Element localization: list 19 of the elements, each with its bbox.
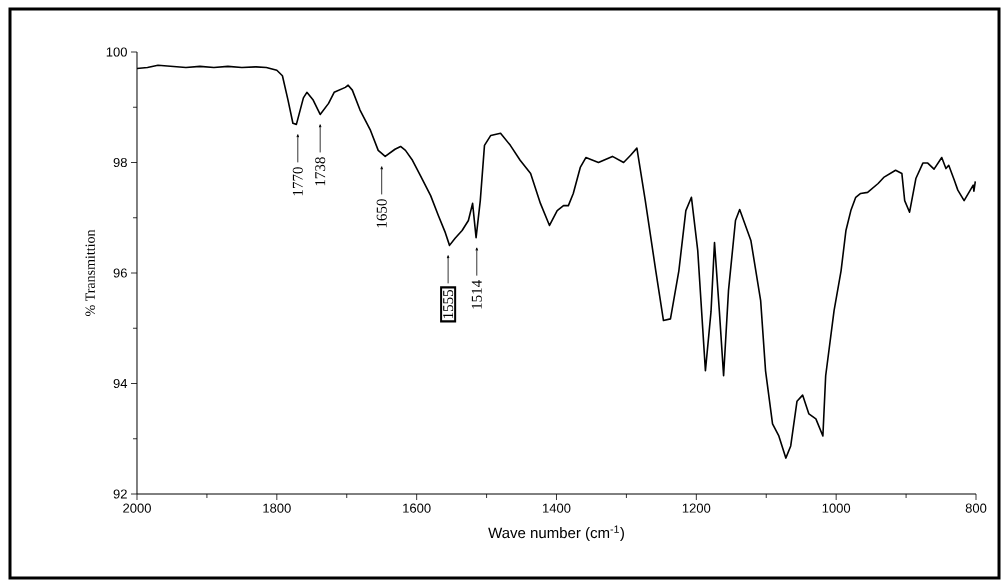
- x-axis-title: Wave number (cm$^{-1}$): [488, 525, 624, 542]
- annotation: 1514: [471, 280, 482, 309]
- x-tick-label: 1400: [543, 503, 571, 513]
- y-tick-label: 96: [113, 268, 127, 278]
- x-tick-label: 1000: [822, 503, 851, 513]
- y-tick-label: 100: [106, 47, 127, 57]
- x-tick-label: 1200: [682, 503, 711, 513]
- x-tick-label: 800: [965, 503, 987, 513]
- y-tick-label: 98: [113, 157, 127, 168]
- x-tick-label: 1600: [403, 503, 431, 513]
- y-axis-title: % Transmittion: [85, 229, 95, 317]
- annotation: 1555: [443, 289, 454, 319]
- annotation: 1770: [292, 167, 303, 196]
- x-tick-label: 2000: [123, 503, 151, 513]
- y-tick-label: 92: [113, 489, 127, 499]
- annotation: 1650: [376, 199, 387, 228]
- annotation: 1738: [315, 157, 326, 186]
- y-tick-label: 94: [113, 378, 128, 389]
- x-tick-label: 1800: [263, 503, 291, 513]
